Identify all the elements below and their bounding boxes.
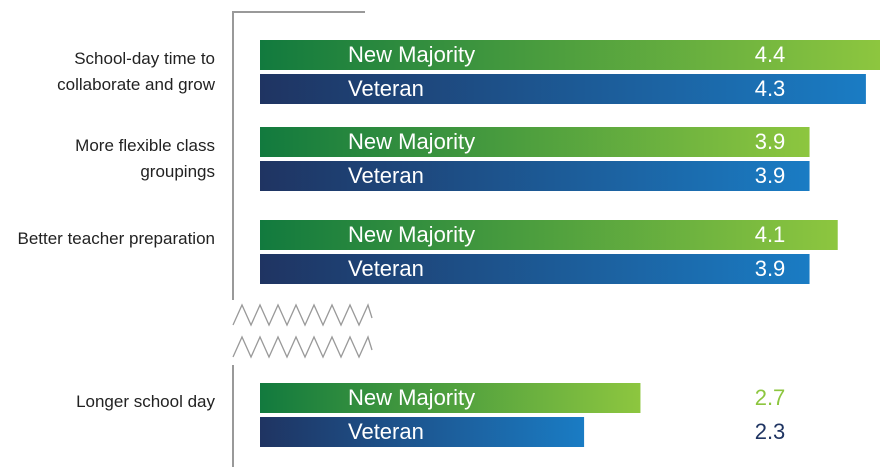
- series-label: Veteran: [348, 256, 424, 281]
- category-label: Longer school day: [0, 389, 215, 415]
- category-label: Better teacher preparation: [0, 226, 215, 252]
- axis-break: [232, 335, 373, 359]
- axis-line: [232, 11, 365, 300]
- category-text: Better teacher preparation: [17, 229, 215, 248]
- series-label: Veteran: [348, 419, 424, 444]
- bar: [260, 220, 838, 250]
- value-label: 4.3: [755, 76, 786, 101]
- axis-break: [232, 303, 373, 327]
- category-text: Longer school day: [76, 392, 215, 411]
- value-label: 4.4: [755, 42, 786, 67]
- series-label: Veteran: [348, 163, 424, 188]
- series-label: New Majority: [348, 385, 475, 410]
- bar: [260, 161, 810, 191]
- value-label: 2.3: [755, 419, 786, 444]
- value-label: 4.1: [755, 222, 786, 247]
- value-label: 3.9: [755, 163, 786, 188]
- category-text: School-day time to collaborate and grow: [57, 49, 215, 94]
- bar: [260, 74, 866, 104]
- bar: [260, 383, 641, 413]
- series-label: New Majority: [348, 222, 475, 247]
- bar: [260, 417, 585, 447]
- category-label: More flexible class groupings: [0, 133, 215, 185]
- category-label: School-day time to collaborate and grow: [0, 46, 215, 98]
- bar: [260, 254, 810, 284]
- value-label: 2.7: [755, 385, 786, 410]
- series-label: New Majority: [348, 42, 475, 67]
- bar: [260, 127, 810, 157]
- category-text: More flexible class groupings: [75, 136, 215, 181]
- bar: [260, 40, 880, 70]
- axis: [232, 11, 373, 467]
- value-label: 3.9: [755, 256, 786, 281]
- series-label: Veteran: [348, 76, 424, 101]
- series-label: New Majority: [348, 129, 475, 154]
- value-label: 3.9: [755, 129, 786, 154]
